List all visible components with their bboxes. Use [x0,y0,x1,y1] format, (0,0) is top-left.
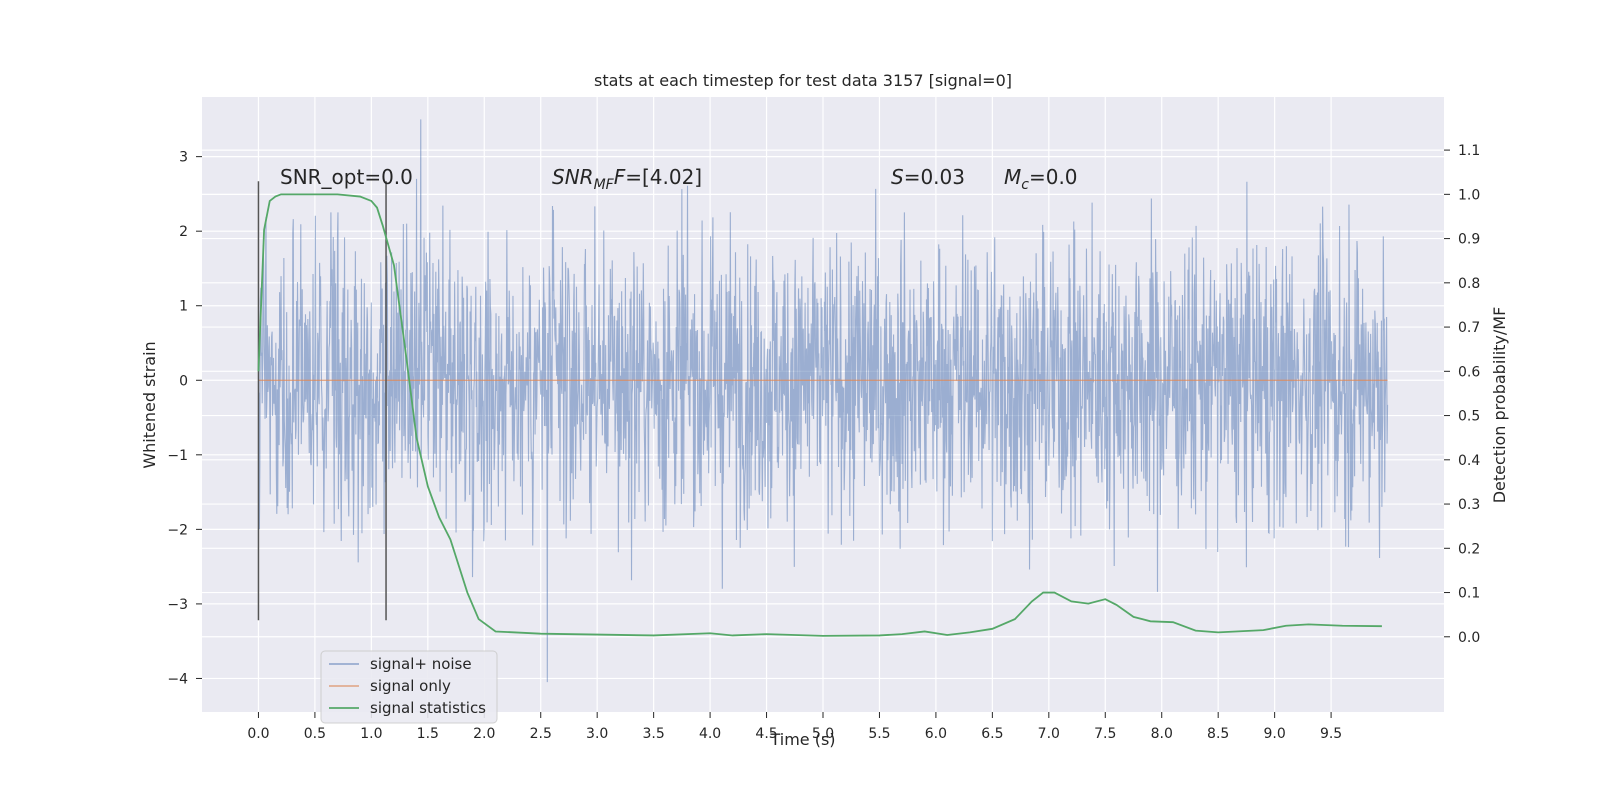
x-tick-label: 7.5 [1094,726,1116,742]
y2-axis-label: Detection probability/MF [1490,307,1509,504]
annotation-s-name: S [891,165,904,189]
y2-tick-label: 0.2 [1458,541,1480,557]
y2-tick-label: 0.7 [1458,320,1480,336]
x-tick-label: 3.0 [586,726,608,742]
y-tick-label: −4 [167,671,188,687]
annotation-s: S=0.03 [891,165,965,189]
x-tick-label: 4.5 [755,726,777,742]
x-tick-label: 8.5 [1207,726,1229,742]
x-tick-label: 9.5 [1320,726,1342,742]
y2-tick-label: 0.3 [1458,497,1480,513]
y2-tick-label: 0.1 [1458,586,1480,602]
x-tick-label: 9.0 [1264,726,1286,742]
y2-tick-label: 0.5 [1458,409,1480,425]
y-tick-label: −3 [167,597,188,613]
y2-tick-label: 1.1 [1458,143,1480,159]
annotation-mc-sub: c [1021,177,1029,193]
annotation-snr-mf: SNRMFF=[4.02] [552,165,702,193]
noise-trace [257,119,1389,683]
x-tick-label: 3.5 [643,726,665,742]
y2-tick-label: 0.4 [1458,453,1480,469]
annotation-snr-opt: SNR_opt=0.0 [280,165,413,189]
y2-tick-label: 1.0 [1458,187,1480,203]
series-signal-statistics-line [257,193,1382,637]
x-tick-label: 8.0 [1151,726,1173,742]
y-axis-label: Whitened strain [140,341,159,468]
series-signal-noise [257,119,1389,683]
legend: signal+ noise signal only signal statist… [320,650,498,724]
legend-label-signal-noise: signal+ noise [370,655,472,673]
y-tick-label: 0 [179,373,188,389]
region-markers [257,181,387,621]
x-tick-label: 4.0 [699,726,721,742]
legend-label-signal-only: signal only [370,677,451,695]
annotation-snr-mf-name: SNR [552,165,594,189]
y-tick-label: 3 [179,150,188,166]
annotation-mc-value: =0.0 [1029,165,1078,189]
x-tick-label: 0.0 [247,726,269,742]
y-axis-ticks: −4 −3 −2 −1 0 1 2 3 [167,150,202,687]
x-tick-label: 2.0 [473,726,495,742]
annotation-mc-name: M [1004,165,1021,189]
legend-box [320,650,498,724]
x-axis-ticks: 0.0 0.5 1.0 1.5 2.0 2.5 3.0 3.5 4.0 4.5 5.0 5.5 6.0 6… [247,712,1342,742]
x-tick-label: 6.5 [981,726,1003,742]
x-tick-label: 0.5 [304,726,326,742]
y2-tick-label: 0.6 [1458,364,1480,380]
x-tick-label: 1.0 [360,726,382,742]
y-tick-label: 2 [179,224,188,240]
annotation-snr-mf-sub: MF [594,177,615,193]
annotation-snr-mf-f: F [614,165,626,189]
legend-label-signal-statistics: signal statistics [370,699,486,717]
annotation-s-value: =0.03 [904,165,965,189]
y2-tick-label: 0.8 [1458,276,1480,292]
x-tick-label: 2.5 [530,726,552,742]
annotation-mc: Mc=0.0 [1004,165,1078,193]
x-tick-label: 7.0 [1038,726,1060,742]
y-tick-label: 1 [179,299,188,315]
x-tick-label: 5.5 [868,726,890,742]
annotation-snr-mf-value: =[4.02] [625,165,702,189]
chart-title: stats at each timestep for test data 315… [594,71,1012,90]
y-tick-label: −2 [167,522,188,538]
x-axis-label: Time (s) [769,730,835,749]
y-tick-label: −1 [167,448,188,464]
x-tick-label: 6.0 [925,726,947,742]
x-tick-label: 1.5 [417,726,439,742]
x-tick-label: 5.0 [812,726,834,742]
y2-tick-label: 0.9 [1458,232,1480,248]
y2-axis-ticks: 0.0 0.1 0.2 0.3 0.4 0.5 0.6 0.7 0.8 0.9 1.0 1.1 [1444,143,1480,646]
y2-tick-label: 0.0 [1458,630,1480,646]
